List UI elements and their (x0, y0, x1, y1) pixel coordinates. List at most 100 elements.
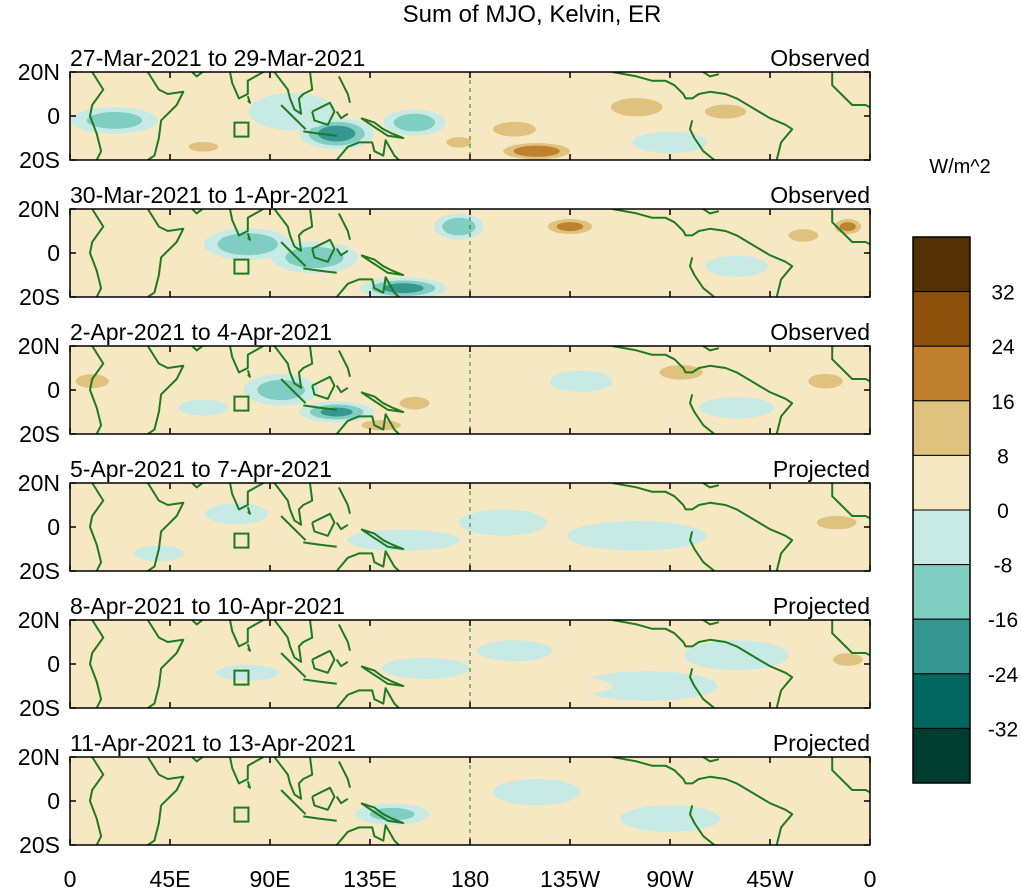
coastline (246, 643, 251, 652)
coastline (280, 378, 307, 404)
anomaly-blob (493, 779, 581, 806)
colorbar-label: 24 (991, 336, 1015, 359)
contour-level (8, 374, 42, 389)
anomaly-blob (267, 686, 318, 703)
panel-status-label: Projected (773, 593, 870, 619)
coastline (338, 75, 351, 104)
anomaly-blob (381, 657, 470, 679)
coastline (303, 267, 337, 274)
contour-level (438, 819, 502, 836)
colorbar-label: 8 (997, 445, 1009, 468)
contour-level (816, 515, 857, 530)
coastline (311, 375, 336, 400)
colorbar-units: W/m^2 (929, 156, 991, 178)
region-box (233, 532, 250, 549)
coastline (360, 528, 405, 550)
region-box (233, 669, 250, 686)
coastline (311, 786, 336, 811)
coastline (335, 796, 349, 805)
colorbar-label: -32 (988, 718, 1018, 741)
y-tick-label: 20S (19, 695, 60, 721)
anomaly-blob (122, 134, 173, 151)
coastline (681, 346, 720, 352)
anomaly-blob (632, 131, 708, 153)
contour-level (492, 121, 536, 137)
anomaly-blob (8, 370, 851, 392)
contour-level (248, 93, 336, 131)
anomaly-blob (305, 775, 368, 792)
coastline (335, 824, 400, 845)
coastline (303, 130, 337, 137)
colorbar-label: -16 (988, 609, 1018, 632)
anomaly-blob (438, 819, 502, 836)
panel-status-label: Projected (773, 730, 870, 756)
panel-period-label: 5-Apr-2021 to 7-Apr-2021 (70, 456, 332, 482)
coastline (681, 483, 720, 489)
anomaly-blob (205, 503, 268, 525)
coastline (335, 550, 400, 571)
coastline (146, 483, 185, 571)
y-tick-label: 20S (19, 284, 60, 310)
x-axis: 0 45E 90E 135E 180 135W 90W 45W 0 (64, 866, 877, 889)
coastline (612, 209, 794, 297)
coastline (612, 483, 794, 571)
coastline (246, 506, 251, 515)
coastline (612, 620, 794, 708)
coastline (229, 209, 264, 237)
contour-level (493, 779, 581, 806)
coastline (360, 117, 405, 139)
y-tick-label: 20S (19, 421, 60, 447)
panel-field (70, 72, 870, 160)
coastline (335, 522, 349, 531)
panel-1: 27-Mar-2021 to 29-Mar-2021 Observed 20N 0 20… (18, 45, 871, 173)
colorbar-label: -8 (994, 555, 1013, 578)
coastline (831, 72, 870, 109)
coastline (229, 346, 264, 374)
colorbar-label: -24 (988, 664, 1019, 687)
coastline (146, 209, 185, 297)
coastline (191, 620, 205, 626)
coastline (280, 515, 307, 541)
panel-status-label: Observed (770, 319, 870, 345)
panel-field (70, 757, 870, 845)
contour-level (459, 509, 547, 536)
coastline (280, 652, 307, 678)
coastline (360, 665, 405, 687)
anomaly-blob (483, 118, 546, 140)
coastline (246, 369, 251, 378)
coastline (89, 209, 105, 297)
coastline (89, 72, 105, 160)
y-tick-label: 20N (18, 744, 60, 770)
coastline (246, 232, 251, 241)
coastline (311, 238, 336, 263)
coastline (335, 111, 349, 120)
anomaly-blob (440, 134, 478, 151)
colorbar-swatch (912, 454, 971, 511)
coastline (831, 757, 870, 794)
contour-level (610, 98, 663, 117)
contour-level (704, 104, 747, 119)
contour-level (822, 794, 870, 816)
coastline (689, 394, 716, 434)
coastline (689, 668, 716, 708)
contour-level (578, 671, 718, 701)
coastline (89, 346, 105, 434)
contour-level (305, 642, 368, 659)
contour-level (347, 529, 460, 551)
contour-level (684, 640, 789, 670)
coastline (246, 95, 251, 104)
region-box (233, 806, 250, 823)
contour-level (238, 541, 302, 557)
contour-level (205, 503, 268, 525)
contour-level (188, 142, 219, 152)
colorbar-label: 16 (991, 391, 1014, 414)
x-tick-label: 0 (64, 866, 77, 889)
coastline (273, 209, 314, 252)
contour-level (316, 501, 379, 518)
contour-level (699, 397, 774, 419)
coastline (689, 257, 716, 297)
contour-level (876, 374, 909, 388)
panel-2: 30-Mar-2021 to 1-Apr-2021 Observed 20N 0 20S (18, 182, 871, 310)
y-tick-label: 0 (47, 377, 60, 403)
x-tick-label: 180 (451, 866, 489, 889)
